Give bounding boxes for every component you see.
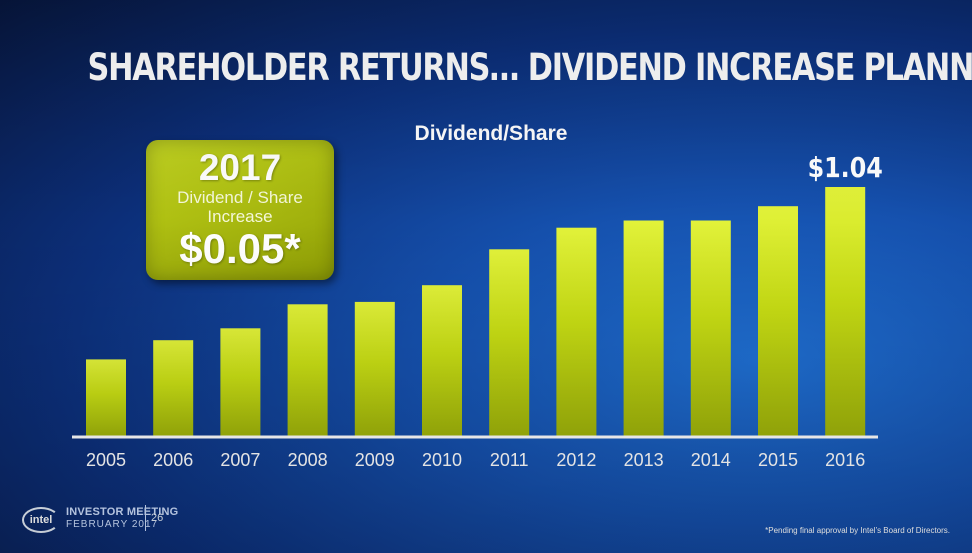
bar-2015: [758, 206, 798, 436]
chart-title: Dividend/Share: [414, 122, 568, 145]
bar-2010: [422, 285, 462, 436]
slide-title: SHAREHOLDER RETURNS… DIVIDEND INCREASE P…: [87, 46, 972, 89]
x-tick-label-2005: 2005: [86, 450, 126, 470]
x-tick-label-2008: 2008: [288, 450, 328, 470]
callout-year: 2017: [198, 147, 282, 188]
bar-2007: [220, 328, 261, 436]
callout-line2: Increase: [207, 207, 273, 226]
x-tick-label-2015: 2015: [758, 450, 798, 470]
bar-2008: [287, 304, 328, 436]
event-line2: FEBRUARY 2017: [66, 519, 159, 530]
x-tick-label-2013: 2013: [624, 450, 664, 470]
event-name: INVESTOR MEETING FEBRUARY 2017: [66, 505, 178, 531]
bar-2006: [153, 340, 194, 436]
x-tick-label-2009: 2009: [355, 450, 395, 470]
dividend-increase-callout: 2017 Dividend / Share Increase $0.05*: [146, 140, 334, 280]
footnote: *Pending final approval by Intel’s Board…: [765, 526, 950, 535]
x-tick-label-2012: 2012: [556, 450, 596, 470]
intel-logo: intel: [22, 507, 60, 533]
bar-2016: [825, 187, 866, 436]
bar-2009: [354, 301, 395, 436]
event-line1: INVESTOR MEETING: [66, 506, 179, 518]
x-tick-label-2014: 2014: [691, 450, 731, 470]
x-tick-label-2010: 2010: [422, 450, 462, 470]
x-tick-label-2007: 2007: [220, 450, 260, 470]
x-tick-label-2006: 2006: [153, 450, 193, 470]
footer-divider: [145, 505, 146, 531]
bar-2013: [623, 220, 664, 436]
bar-2011: [489, 249, 530, 437]
bar-2012: [556, 227, 597, 436]
x-tick-label-2011: 2011: [490, 450, 529, 470]
bar-2005: [86, 359, 126, 436]
callout-line1: Dividend / Share: [177, 188, 303, 207]
callout-amount: $0.05*: [179, 225, 301, 272]
page-number: 26: [151, 512, 164, 524]
x-tick-label-2016: 2016: [825, 450, 865, 470]
bar-2014: [690, 220, 731, 436]
data-label-2016: $1.04: [808, 152, 883, 184]
